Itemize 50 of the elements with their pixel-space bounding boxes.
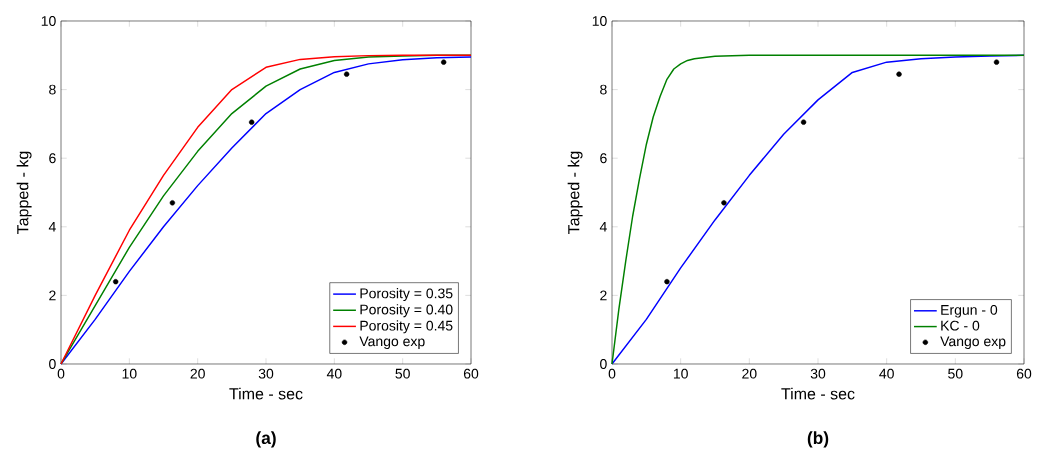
point bbox=[113, 279, 119, 285]
x-tick-label: 30 bbox=[810, 368, 826, 379]
legend-label: Vango exp bbox=[359, 336, 425, 349]
point bbox=[169, 200, 176, 206]
y-tick-label: 4 bbox=[48, 221, 56, 232]
text: (a) bbox=[256, 431, 276, 448]
point bbox=[896, 71, 902, 77]
x-tick-label: 40 bbox=[879, 368, 894, 379]
y-tick-label: 10 bbox=[592, 16, 607, 26]
point bbox=[248, 119, 255, 125]
x-tick-label: 10 bbox=[673, 368, 688, 379]
x-tick-label: 0 bbox=[608, 368, 616, 379]
legend-label: Porosity = 0.45 bbox=[360, 320, 453, 334]
y-tick-label: 4 bbox=[599, 221, 607, 232]
line-series bbox=[611, 54, 1025, 365]
y-tick-label: 8 bbox=[49, 84, 56, 95]
x-tick-label: 60 bbox=[463, 368, 479, 379]
y-tick-label: 2 bbox=[49, 290, 56, 301]
y-axis-title: Tapped - kg bbox=[16, 151, 32, 234]
y-tick-label: 8 bbox=[600, 84, 607, 95]
x-tick-label: 50 bbox=[948, 368, 963, 379]
point bbox=[664, 279, 670, 285]
y-tick-label: 6 bbox=[600, 153, 607, 164]
point bbox=[721, 200, 727, 206]
legend-label: Ergun - 0 bbox=[941, 304, 998, 318]
x-tick-label: 20 bbox=[190, 368, 205, 379]
x-axis-title: Time - sec bbox=[781, 387, 855, 400]
x-tick-label: 50 bbox=[395, 368, 410, 379]
y-tick-label: 0 bbox=[49, 359, 56, 369]
y-tick-label: 10 bbox=[41, 16, 56, 26]
y-tick-label: 6 bbox=[49, 153, 56, 164]
x-tick-label: 20 bbox=[742, 368, 757, 379]
x-tick-label: 40 bbox=[326, 368, 342, 379]
legend-label: Porosity = 0.35 bbox=[360, 288, 453, 302]
legend-label: Porosity = 0.40 bbox=[360, 304, 453, 318]
text: (b) bbox=[807, 431, 829, 448]
x-tick-label: 0 bbox=[57, 368, 65, 379]
point bbox=[343, 71, 350, 77]
x-tick-label: 60 bbox=[1016, 368, 1032, 379]
x-tick-label: 10 bbox=[122, 368, 137, 379]
x-tick-label: 30 bbox=[258, 368, 274, 379]
y-tick-label: 0 bbox=[600, 359, 607, 369]
y-tick-label: 2 bbox=[600, 290, 607, 301]
x-axis-title: Time - sec bbox=[229, 387, 303, 400]
point bbox=[993, 59, 1000, 65]
legend-label: Vango exp bbox=[940, 336, 1006, 349]
y-axis-title: Tapped - kg bbox=[567, 151, 583, 234]
point bbox=[800, 119, 807, 125]
point bbox=[441, 59, 447, 65]
legend-label: KC - 0 bbox=[941, 320, 980, 331]
